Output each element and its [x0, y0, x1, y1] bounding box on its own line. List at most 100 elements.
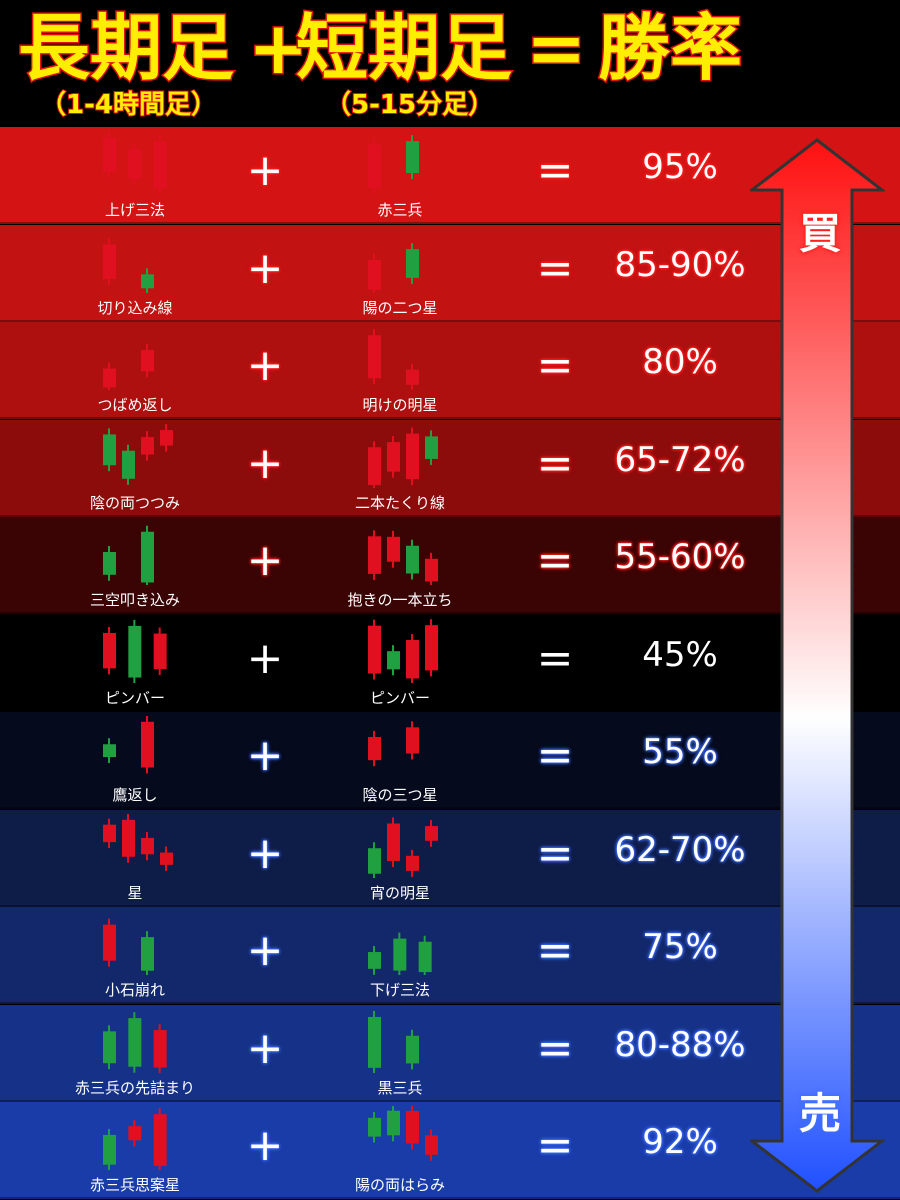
short-pattern: 明けの明星 [362, 396, 438, 414]
table-row: 星 宵の明星 + = 62-70% [0, 809, 900, 907]
title-long: 長期足 [16, 6, 235, 90]
win-rate: 55% [642, 732, 718, 772]
short-candles [368, 721, 419, 767]
equals-sign: = [536, 437, 574, 489]
short-candles [368, 427, 438, 488]
rows: 上げ三法 赤三兵 + = 95% 切り込み線 陽の二つ星 + = 85-90% つばめ返し 明けの明星… [0, 127, 900, 1200]
table-row: つばめ返し 明けの明星 + = 80% [0, 322, 900, 419]
plus-sign: + [246, 730, 284, 781]
long-candles [103, 344, 154, 390]
sell-label: 売 [798, 1089, 842, 1138]
long-pattern: 三空叩き込み [89, 591, 181, 609]
short-candles [368, 618, 438, 683]
short-candles [368, 1106, 438, 1161]
long-pattern: 切り込み線 [97, 298, 173, 317]
short-pattern: 下げ三法 [369, 981, 431, 999]
table-row: 切り込み線 陽の二つ星 + = 85-90% [0, 224, 900, 322]
short-pattern: 陽の両はらみ [354, 1176, 446, 1194]
long-candles [103, 716, 154, 774]
short-pattern: 陽の二つ星 [362, 298, 438, 317]
equals-sign: = [536, 535, 574, 586]
subtitle-short: （5-15分足） [324, 89, 495, 121]
title-short: 短期足 [294, 6, 513, 90]
plus-sign: + [246, 632, 284, 684]
table-row: 赤三兵の先詰まり 黒三兵 + = 80-88% [0, 1004, 900, 1102]
long-pattern: 鷹返し [112, 786, 158, 804]
equals-sign: = [536, 827, 574, 879]
win-rate: 80% [642, 342, 718, 382]
plus-sign: + [246, 535, 284, 586]
title-equals: = [524, 6, 587, 90]
long-pattern: つばめ返し [97, 396, 173, 414]
table-row: ピンバー ピンバー + = 45% [0, 614, 900, 712]
short-candles [368, 329, 419, 390]
win-rate: 55-60% [614, 537, 746, 577]
long-pattern: ピンバー [104, 688, 166, 707]
long-candles [103, 423, 173, 485]
short-pattern: 黒三兵 [377, 1078, 423, 1097]
equals-sign: = [536, 1022, 574, 1074]
long-candles [103, 525, 154, 585]
long-pattern: 赤三兵思案星 [89, 1176, 181, 1194]
buy-label: 買 [798, 209, 842, 258]
long-candles [103, 131, 167, 195]
table-row: 陰の両つつみ 二本たくり線 + = 65-72% [0, 419, 900, 517]
plus-sign: + [246, 1022, 284, 1074]
long-pattern: 赤三兵の先詰まり [74, 1078, 196, 1097]
plus-sign: + [246, 145, 284, 196]
win-rate: 75% [642, 927, 718, 967]
short-pattern: 宵の明星 [369, 883, 431, 902]
plus-sign: + [246, 1120, 284, 1171]
short-pattern: 抱きの一本立ち [347, 591, 453, 609]
win-rate: 62-70% [614, 829, 746, 870]
title-plus: + [246, 6, 309, 90]
plus-sign: + [246, 827, 284, 879]
long-candles [103, 1011, 167, 1073]
plus-sign: + [246, 437, 284, 489]
win-rate: 80-88% [614, 1024, 746, 1065]
title-rate: 勝率 [596, 6, 743, 90]
equals-sign: = [536, 340, 574, 391]
win-rate: 95% [642, 147, 718, 187]
short-candles [368, 816, 438, 878]
table-row: 三空叩き込み 抱きの一本立ち + = 55-60% [0, 517, 900, 614]
equals-sign: = [536, 632, 574, 684]
short-candles [368, 932, 432, 975]
table-row: 上げ三法 赤三兵 + = 95% [0, 127, 900, 224]
short-candles [368, 135, 419, 194]
short-candles [368, 242, 419, 293]
table-row: 赤三兵思案星 陽の両はらみ + = 92% [0, 1102, 900, 1199]
long-candles [103, 918, 154, 975]
equals-sign: = [536, 925, 574, 976]
header: 長期足 + 短期足 = 勝率 （1-4時間足） （5-15分足） [0, 0, 900, 127]
win-rate: 45% [642, 634, 718, 675]
long-candles [103, 619, 167, 683]
equals-sign: = [536, 1120, 574, 1171]
win-rate: 65-72% [614, 439, 746, 480]
table-row: 鷹返し 陰の三つ星 + = 55% [0, 712, 900, 809]
plus-sign: + [246, 925, 284, 976]
win-rate: 92% [642, 1122, 718, 1162]
equals-sign: = [536, 730, 574, 781]
short-candles [368, 530, 438, 585]
table-row: 小石崩れ 下げ三法 + = 75% [0, 907, 900, 1004]
plus-sign: + [246, 340, 284, 391]
long-candles [103, 237, 154, 293]
buy-sell-arrow [750, 138, 885, 1193]
long-pattern: 星 [127, 883, 143, 902]
short-pattern: 陰の三つ星 [362, 786, 438, 804]
long-pattern: 陰の両つつみ [89, 493, 181, 512]
long-candles [103, 1108, 167, 1170]
plus-sign: + [246, 242, 284, 294]
long-candles [103, 813, 173, 871]
equals-sign: = [536, 145, 574, 196]
short-pattern: 二本たくり線 [354, 493, 446, 512]
short-candles [368, 1010, 419, 1073]
long-pattern: 上げ三法 [104, 201, 166, 219]
short-pattern: ピンバー [369, 688, 431, 707]
win-rate: 85-90% [614, 244, 746, 285]
subtitle-long: （1-4時間足） [39, 89, 218, 121]
long-pattern: 小石崩れ [104, 981, 166, 999]
equals-sign: = [536, 242, 574, 294]
